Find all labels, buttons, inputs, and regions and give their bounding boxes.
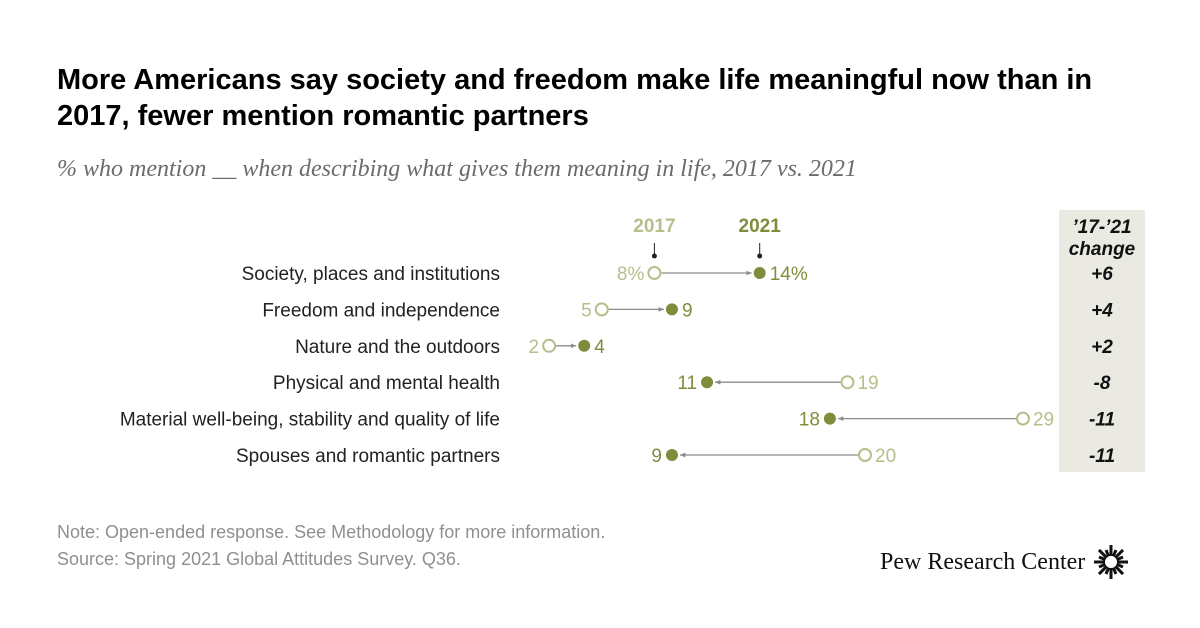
value-label-2021: 9 [651,446,662,467]
change-header-line1: ’17-’21 [1072,217,1131,238]
change-value: -11 [1089,410,1115,431]
pew-logo: Pew Research Center [880,544,1129,580]
change-value: +6 [1091,264,1113,285]
legend-2021-label: 2021 [739,216,782,237]
point-2021 [665,303,678,316]
point-2017 [594,302,609,317]
point-2017 [858,448,872,462]
category-label: Physical and mental health [273,373,500,394]
value-label-2021: 9 [682,300,693,321]
chart-subtitle: % who mention __ when describing what gi… [57,156,857,182]
note-text: Note: Open-ended response. See Methodolo… [57,522,606,542]
source-text: Source: Spring 2021 Global Attitudes Sur… [57,549,461,569]
footnotes: Note: Open-ended response. See Methodolo… [57,519,605,573]
value-label-2017: 20 [875,446,896,467]
value-label-2017: 2 [529,337,540,358]
category-label: Material well-being, stability and quali… [120,410,500,431]
legend-2017-label: 2017 [633,216,675,237]
chart-title: More Americans say society and freedom m… [57,64,1093,132]
point-2017 [542,338,557,353]
value-label-2021: 18 [799,410,820,431]
category-label: Spouses and romantic partners [236,446,500,467]
point-2017 [840,375,855,390]
point-2021 [578,339,591,352]
point-2017 [647,266,662,280]
category-label: Society, places and institutions [242,264,500,285]
category-label: Freedom and independence [262,300,500,321]
sunburst-logo-icon [1094,545,1129,579]
point-2021 [665,449,678,461]
change-value: -8 [1094,373,1111,394]
category-label: Nature and the outdoors [295,337,500,358]
value-label-2021: 11 [677,373,697,394]
value-label-2017: 29 [1033,410,1054,431]
value-label-2021: 4 [594,337,605,358]
point-2021 [823,412,836,425]
point-2021 [701,376,714,389]
point-2021 [753,267,766,279]
change-value: +4 [1091,300,1113,321]
legend-2017-pointer-dot [651,253,657,259]
legend-2021-pointer-dot [757,253,763,259]
change-value: +2 [1091,337,1113,358]
change-header-line2: change [1069,239,1136,260]
change-column-panel [1059,210,1145,472]
value-label-2021: 14% [770,264,808,285]
value-label-2017: 8% [617,264,645,285]
change-value: -11 [1089,446,1115,467]
value-label-2017: 5 [581,300,592,321]
point-2017 [1015,411,1030,426]
brand-name: Pew Research Center [880,548,1086,575]
value-label-2017: 19 [857,373,878,394]
